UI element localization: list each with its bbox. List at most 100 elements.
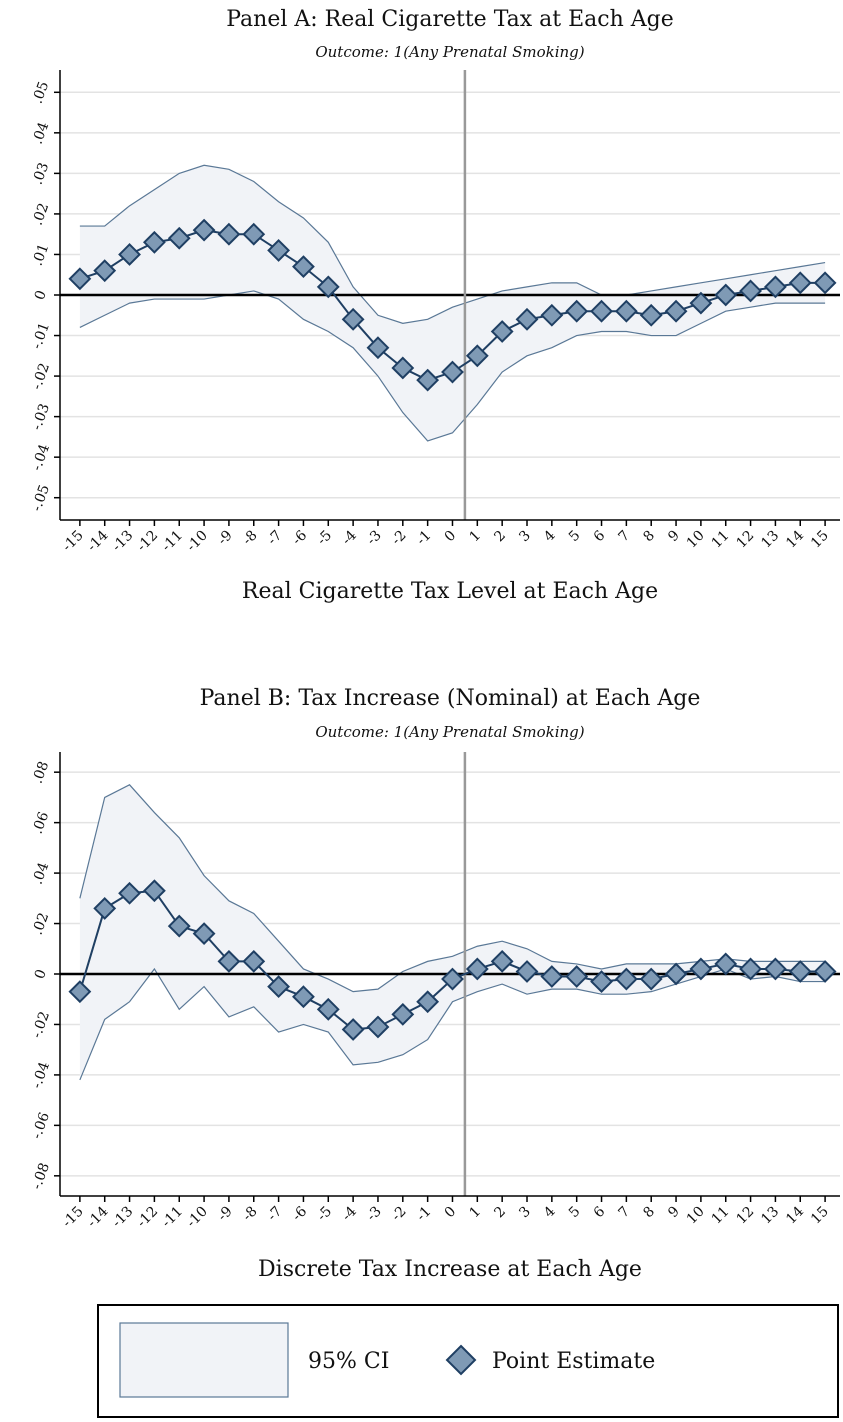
x-tick-label: 6: [591, 527, 609, 545]
point-estimate: [540, 965, 564, 988]
y-tick-label: .02: [30, 911, 53, 937]
ci-band: [79, 165, 826, 441]
y-tick-label: -.04: [29, 1060, 53, 1091]
x-tick-label: 13: [758, 528, 782, 552]
ci-upper: [79, 164, 826, 324]
point-estimate: [689, 291, 713, 315]
point-estimate: [465, 344, 489, 368]
x-tick-label: 2: [491, 1204, 509, 1222]
point-estimate: [490, 949, 514, 973]
x-tick-label: -11: [159, 528, 186, 555]
x-tick-label: 15: [808, 528, 832, 552]
x-tick-label: -8: [240, 528, 261, 549]
chart-subtitle: Outcome: 1(Any Prenatal Smoking): [315, 43, 584, 61]
point-estimate: [192, 218, 216, 242]
point-estimate: [366, 336, 390, 360]
point-estimate: [93, 896, 117, 920]
y-tick-label: -.02: [29, 361, 53, 392]
ci-lower: [79, 290, 826, 442]
x-tick-label: 1: [467, 1204, 485, 1222]
x-tick-label: 4: [541, 1203, 559, 1221]
point-estimate: [664, 299, 688, 323]
x-tick-label: 5: [566, 528, 584, 546]
x-tick-label: -11: [159, 1204, 186, 1231]
y-tick-label: .04: [30, 120, 53, 146]
point-estimate: [118, 881, 141, 905]
point-estimate: [614, 299, 638, 323]
point-estimate: [788, 960, 812, 983]
point-estimate: [788, 271, 812, 295]
legend-label: Point Estimate: [492, 1349, 655, 1374]
point-estimate: [565, 965, 589, 988]
chart-subtitle: Outcome: 1(Any Prenatal Smoking): [315, 723, 584, 741]
x-tick-label: -10: [184, 528, 211, 555]
x-tick-label: -8: [240, 1204, 261, 1225]
point-estimate: [490, 320, 514, 343]
y-tick-label: .06: [30, 810, 53, 836]
x-tick-label: -6: [289, 527, 310, 548]
x-tick-label: -15: [59, 528, 86, 555]
x-tick-label: 11: [709, 528, 733, 552]
x-tick-label: 5: [566, 1204, 584, 1222]
x-tick-label: -14: [84, 1203, 111, 1230]
x-tick-label: -3: [364, 1204, 385, 1225]
point-estimate: [739, 957, 762, 981]
y-tick-label: -.04: [29, 442, 53, 473]
x-tick-label: 10: [684, 528, 708, 552]
point-estimate: [267, 238, 291, 262]
y-tick-label: .04: [30, 860, 53, 886]
x-tick-label: 8: [640, 528, 658, 546]
point-estimate: [664, 962, 688, 986]
point-estimate: [93, 259, 117, 283]
x-tick-label: -1: [414, 528, 435, 549]
point-estimate: [167, 914, 191, 938]
point-estimate: [242, 222, 266, 246]
x-tick-label: -12: [134, 1204, 161, 1231]
y-tick-label: -.05: [29, 483, 53, 514]
ci-band: [79, 784, 826, 1080]
chart-title: Panel B: Tax Increase (Nominal) at Each …: [200, 686, 701, 711]
y-tick-label: -.03: [29, 402, 53, 433]
y-tick-label: .02: [30, 201, 53, 227]
x-axis-label: Real Cigarette Tax Level at Each Age: [242, 579, 658, 604]
point-estimate: [242, 949, 266, 973]
x-tick-label: -7: [264, 1204, 285, 1225]
x-tick-label: 8: [640, 1204, 658, 1222]
legend-swatch-point: [445, 1344, 477, 1376]
point-estimate: [515, 960, 539, 983]
y-tick-label: .08: [30, 759, 53, 785]
x-tick-label: 14: [783, 1203, 807, 1227]
point-estimate: [292, 255, 315, 279]
x-tick-label: 12: [733, 528, 757, 552]
point-estimate: [465, 957, 489, 981]
point-estimate: [68, 267, 92, 291]
legend-label: 95% CI: [308, 1349, 389, 1374]
point-estimate: [540, 303, 564, 327]
point-estimate: [813, 271, 837, 295]
point-estimate: [763, 957, 787, 981]
point-estimate: [416, 368, 440, 392]
point-estimate: [292, 985, 315, 1009]
point-estimate: [441, 967, 464, 991]
y-tick-label: -.06: [29, 1110, 53, 1141]
point-estimate: [565, 299, 589, 323]
x-tick-label: 9: [665, 528, 683, 546]
y-tick-label: .01: [30, 242, 53, 268]
point-estimate: [763, 275, 787, 299]
point-estimate: [316, 997, 340, 1021]
point-estimate: [391, 356, 415, 380]
point-estimate: [689, 957, 713, 981]
point-estimate: [813, 960, 837, 983]
point-estimate: [341, 1018, 365, 1041]
y-tick-label: .05: [30, 79, 53, 105]
x-tick-label: 0: [442, 1204, 460, 1222]
chart-title: Panel A: Real Cigarette Tax at Each Age: [226, 7, 674, 32]
x-tick-label: 13: [758, 1204, 782, 1228]
point-estimate: [614, 967, 638, 991]
x-tick-label: 15: [808, 1204, 832, 1228]
point-estimate: [366, 1015, 390, 1039]
x-tick-label: -13: [109, 528, 136, 555]
x-tick-label: -12: [134, 528, 161, 555]
point-estimate: [441, 360, 464, 384]
